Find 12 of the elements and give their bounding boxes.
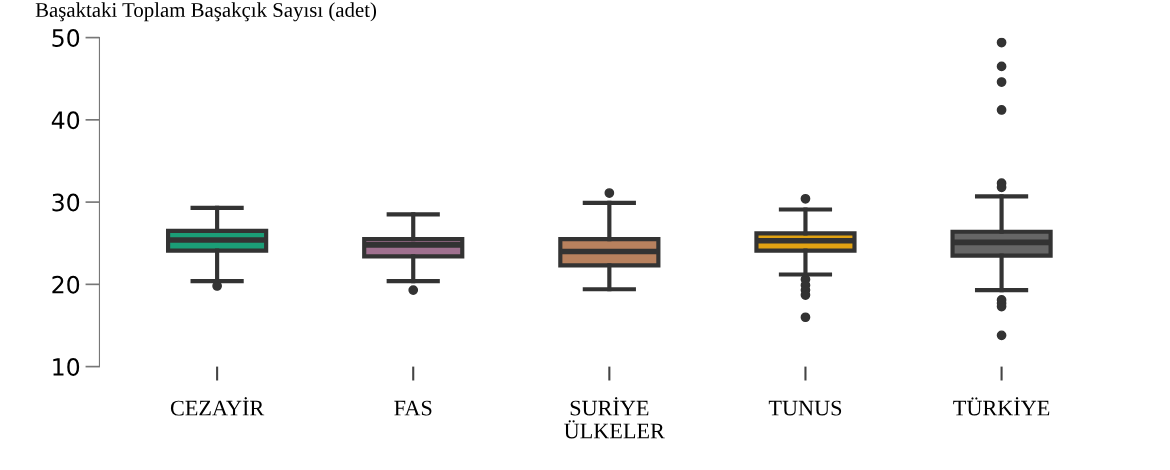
y-tick-label: 20: [52, 275, 80, 294]
x-axis-title: ÜLKELER: [564, 420, 665, 439]
x-tick-label: SURİYE: [570, 397, 649, 416]
y-tick-label: 50: [52, 29, 80, 47]
y-tick-label: 30: [52, 193, 80, 212]
x-tick-label: TUNUS: [768, 400, 842, 416]
x-tick-label: FAS: [394, 400, 432, 416]
y-axis-title: Başaktaki Toplam Başakçık Sayısı (adet): [35, 2, 377, 22]
x-tick-label: CEZAYİR: [170, 397, 265, 416]
y-tick-label: 10: [53, 358, 80, 376]
x-tick-label: TÜRKİYE: [953, 397, 1050, 416]
y-tick-label: 40: [51, 111, 80, 130]
